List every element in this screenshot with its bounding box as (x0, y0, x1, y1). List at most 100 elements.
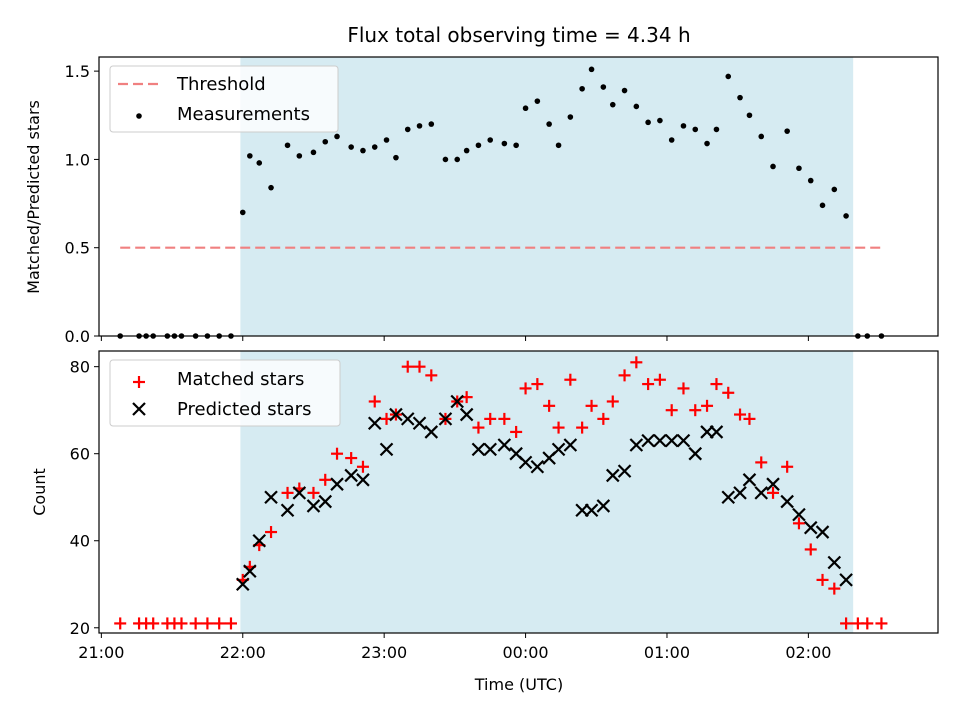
bottom-xtick-label: 02:00 (785, 643, 831, 662)
measurement-point (522, 105, 529, 112)
predicted-star-markers (235, 394, 853, 592)
measurement-point (501, 140, 508, 147)
predicted-star-marker (235, 577, 250, 592)
predicted-star-marker (629, 438, 644, 452)
predicted-star-marker (551, 442, 566, 457)
measurement-point (404, 126, 411, 133)
matched-star-marker (828, 582, 841, 595)
predicted-star-marker (766, 477, 780, 491)
predicted-star-marker (318, 494, 333, 509)
measurement-point (758, 133, 765, 140)
matched-star-marker (701, 399, 714, 412)
matched-star-marker (319, 473, 332, 486)
top-xticks (100, 336, 809, 341)
measurement-point (284, 142, 291, 149)
predicted-star-marker (803, 520, 818, 535)
predicted-star-marker (389, 407, 403, 422)
bottom-ytick-label: 40 (70, 532, 90, 551)
matched-star-markers (114, 356, 888, 630)
measurement-point (770, 163, 776, 170)
matched-star-marker (564, 373, 577, 386)
measurement-point (796, 165, 802, 172)
predicted-star-marker (356, 473, 370, 487)
matched-star-marker (755, 456, 768, 469)
predicted-star-marker (450, 394, 465, 409)
measurement-point (371, 144, 378, 150)
matched-star-marker (653, 373, 666, 386)
predicted-star-marker (483, 442, 497, 457)
predicted-star-marker (530, 459, 545, 474)
matched-star-marker (630, 356, 643, 369)
measurement-point (737, 94, 743, 101)
predicted-star-marker (676, 433, 691, 448)
matched-star-marker (331, 447, 344, 460)
predicted-star-marker (400, 412, 415, 426)
matched-star-marker (307, 486, 320, 499)
matched-star-marker (875, 617, 888, 630)
predicted-star-marker (438, 412, 453, 426)
bottom-shaded-region (240, 351, 854, 633)
matched-star-marker (606, 395, 619, 408)
measurement-point (393, 154, 399, 161)
matched-star-marker (201, 617, 214, 630)
predicted-star-marker (306, 499, 321, 513)
top-ytick-label: 0.5 (65, 239, 90, 258)
matched-star-marker (401, 360, 414, 373)
predicted-star-marker (721, 490, 736, 505)
top-ylabel: Matched/Predicted stars (24, 100, 43, 294)
matched-star-marker (281, 486, 294, 499)
predicted-star-marker (424, 425, 439, 439)
predicted-star-marker (827, 555, 842, 570)
bottom-xtick-label: 01:00 (644, 643, 690, 662)
matched-star-marker (722, 386, 735, 399)
bottom-plot-frame (98, 350, 939, 634)
measurement-point (428, 121, 435, 127)
bottom-ytick-label: 20 (70, 619, 90, 638)
matched-star-marker (543, 399, 556, 412)
matched-star-marker (345, 452, 358, 465)
measurement-point (668, 137, 675, 143)
bottom-xlabel: Time (UTC) (474, 675, 563, 694)
matched-star-marker (213, 617, 226, 630)
measurement-point (442, 156, 449, 163)
matched-star-marker (510, 425, 523, 438)
measurement-point (831, 186, 838, 193)
bottom-xtick-label: 23:00 (361, 643, 407, 662)
matched-star-marker (531, 378, 544, 391)
matched-star-marker (147, 617, 160, 630)
measurement-point (296, 153, 303, 159)
threshold-legend-label: Threshold (176, 74, 266, 95)
predicted-star-marker (471, 442, 486, 457)
matched-legend-marker (133, 376, 145, 388)
top-ytick-label: 1.0 (65, 150, 90, 169)
matched-star-marker (618, 369, 631, 382)
predicted-star-marker (412, 416, 427, 431)
matched-star-marker (189, 617, 202, 630)
predicted-star-marker (584, 503, 599, 518)
matched-star-marker (114, 617, 127, 630)
matched-star-marker (484, 412, 497, 425)
measurement-point (807, 177, 814, 184)
top-ytick-label: 0.0 (65, 327, 90, 346)
bottom-xtick-label: 22:00 (220, 643, 266, 662)
predicted-star-marker (605, 468, 620, 483)
matched-star-marker (689, 404, 702, 417)
predicted-star-marker (367, 416, 382, 431)
measurement-point (322, 138, 329, 145)
predicted-star-marker (815, 525, 830, 539)
predicted-star-marker (709, 425, 724, 439)
measurement-point (784, 128, 790, 134)
matched-star-marker (734, 408, 747, 421)
measurement-point (713, 126, 720, 133)
predicted-star-marker (641, 433, 655, 448)
predicted-star-marker (344, 468, 358, 483)
predicted-star-marker (664, 433, 679, 448)
measurement-point (555, 142, 562, 149)
predicted-star-marker (243, 564, 257, 578)
bottom-ylabel: Count (30, 468, 49, 516)
predicted-star-marker (264, 490, 278, 505)
measurement-point (475, 142, 482, 149)
matched-star-marker (861, 617, 874, 630)
predicted-star-marker (252, 533, 267, 548)
